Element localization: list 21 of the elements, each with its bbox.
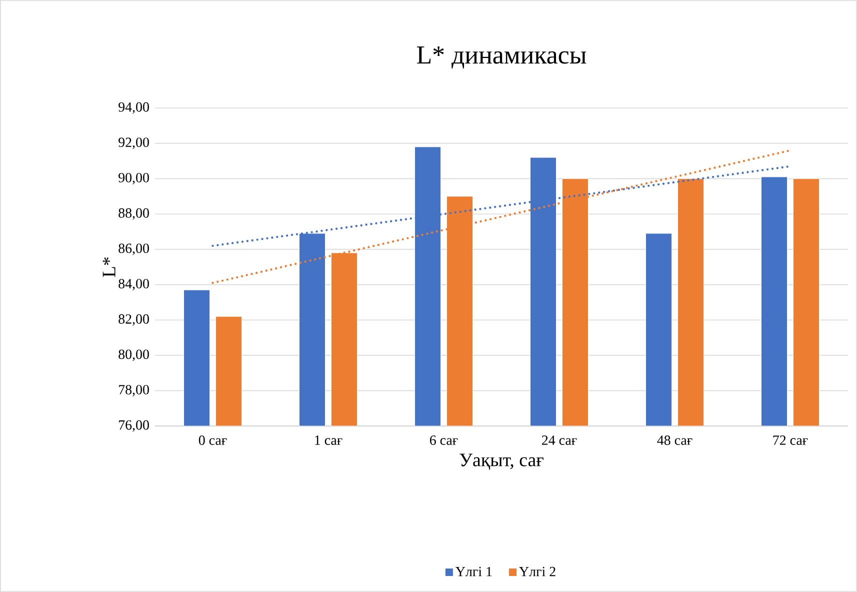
- x-tick-label: 1 сағ: [315, 436, 342, 445]
- y-tick-label: 86,00: [118, 244, 149, 256]
- x-tick-label: 24 сағ: [542, 436, 577, 445]
- x-tick-label: 72 сағ: [773, 436, 808, 445]
- x-tick-label: 6 сағ: [430, 436, 458, 445]
- x-tick-label: 0 сағ: [198, 436, 227, 445]
- y-tick-label: 88,00: [118, 208, 149, 220]
- legend-label: Үлгі 1: [456, 566, 492, 576]
- y-tick-label: 90,00: [118, 172, 149, 184]
- y-tick-label: 76,00: [119, 420, 149, 432]
- y-tick-label: 80,00: [118, 350, 149, 362]
- y-tick-label: 78,00: [119, 384, 149, 396]
- legend-label: Үлгі 2: [519, 566, 556, 576]
- chart-title: L* динамикасы: [417, 46, 586, 69]
- y-tick-label: 84,00: [118, 278, 149, 290]
- y-tick-label: 92,00: [118, 138, 149, 150]
- x-axis-title: Уақыт, сағ: [460, 454, 544, 470]
- x-tick-label: 48 сағ: [657, 436, 692, 445]
- y-axis-title: L*: [102, 257, 116, 277]
- y-tick-label: 82,00: [118, 314, 149, 326]
- y-tick-label: 94,00: [118, 102, 149, 114]
